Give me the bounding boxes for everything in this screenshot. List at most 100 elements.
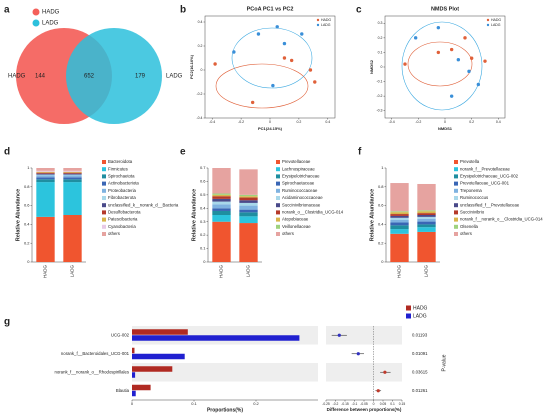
bar-segment [390,183,409,212]
bar-segment [417,211,436,214]
x-tick-label: 0.05 [380,402,387,406]
bar-segment [239,197,258,201]
bar-segment [63,215,82,262]
x-axis-label: Proportions(%) [207,407,243,413]
bar-segment [212,215,231,222]
bar-segment [417,210,436,212]
bar-segment [36,175,55,178]
x-tick-label: 0.4 [496,120,501,124]
legend-swatch [276,224,280,229]
legend-label: HADG [413,305,428,311]
y-tick-label: 0.4 [200,205,206,210]
bar-segment [390,225,409,230]
x-tick-label: LADG [246,265,251,278]
x-axis-label: NMDS1 [438,126,453,131]
legend-label: Erysipelotrichaceae_UCG-002 [460,174,519,179]
y-axis-label: Relative Abundance [15,189,21,241]
bar-segment [390,222,409,226]
x-tick-label: HADG [219,265,224,279]
y-tick-label: 0.7 [200,165,206,170]
x-axis-label: PC1(24.15%) [258,126,283,131]
confidence-ellipse [407,41,473,87]
y-tick-label: 0.2 [198,44,203,48]
bar-segment [390,214,409,216]
p-value: 0.03615 [412,369,428,374]
x-tick-label: 0.2 [253,401,259,406]
legend-swatch [102,210,106,215]
region-count: 179 [135,74,146,80]
bar-segment [36,179,55,183]
x-tick-label: LADG [70,265,75,278]
legend-swatch [454,188,458,193]
category-label: UCG-002 [111,332,130,337]
legend-swatch [32,19,40,27]
x-tick-label: -0.1 [352,402,358,406]
y-tick-label: 0.2 [378,36,383,40]
legend-swatch [316,23,320,27]
legend-label: Atopobiaceae [282,217,309,222]
x-tick-label: 0 [373,402,375,406]
bar-segment [212,196,231,199]
point [463,36,467,40]
bar-segment [390,219,409,223]
confidence-ellipse [231,27,313,89]
bar-segment [239,205,258,210]
point [436,25,441,30]
legend-swatch [276,188,280,193]
bar-segment [212,201,231,205]
y-tick-label: -0.4 [196,116,202,120]
bar-segment [390,233,409,262]
legend-swatch [32,8,40,16]
panel-letter: e [180,147,186,158]
bar-segment [417,215,436,217]
y-tick-label: 0.2 [378,240,384,245]
x-tick-label: -0.4 [209,120,215,124]
point [232,50,236,54]
legend-label: Ruminococcus [460,195,488,200]
y-axis-label: NMDS2 [369,59,374,74]
x-tick-label: -0.2 [415,120,421,124]
legend-swatch [454,210,458,215]
x-tick-label: HADG [397,265,402,279]
row-band [132,363,318,382]
legend-label: unclassified_f__Prevotellaceae [460,202,520,207]
y-tick-label: -0.2 [376,94,382,98]
bar-segment [36,177,55,180]
bar-segment [36,171,55,173]
y-tick-label: 0 [27,259,30,264]
legend-label: Treponema [460,188,482,193]
point [436,50,441,55]
legend-label: Spirochaetaceae [282,181,315,186]
y-tick-label: 0.4 [198,20,203,24]
x-tick-label: 0 [131,401,134,406]
bar-segment [212,208,231,211]
panel-letter: f [358,147,362,158]
y-tick-label: 0.5 [200,192,206,197]
x-tick-label: 0.4 [325,120,330,124]
panel-letter: g [4,317,10,328]
legend-swatch [102,174,106,179]
legend-label: LADG [321,23,331,27]
legend-swatch [454,196,458,200]
bar-segment [239,212,258,217]
legend-swatch [486,18,490,22]
bar-segment [390,211,409,213]
point [282,56,287,60]
point [449,94,454,98]
bar-segment [212,194,231,197]
bar-segment [63,175,82,178]
bar-segment [36,216,55,262]
point [313,80,317,84]
legend-label: Proteobacteria [108,188,137,193]
legend-label: Firmicutes [108,166,128,171]
legend-label: Veillonellaceae [282,224,311,229]
confidence-ellipse [401,21,483,111]
y-tick-label: 0.1 [378,50,383,54]
difference-point [383,370,387,374]
bar-segment [417,221,436,225]
bar-segment [417,183,436,211]
bar-segment [36,174,55,176]
legend-swatch [454,167,458,172]
region-count: 144 [35,74,46,80]
y-tick-label: 1 [27,165,30,170]
